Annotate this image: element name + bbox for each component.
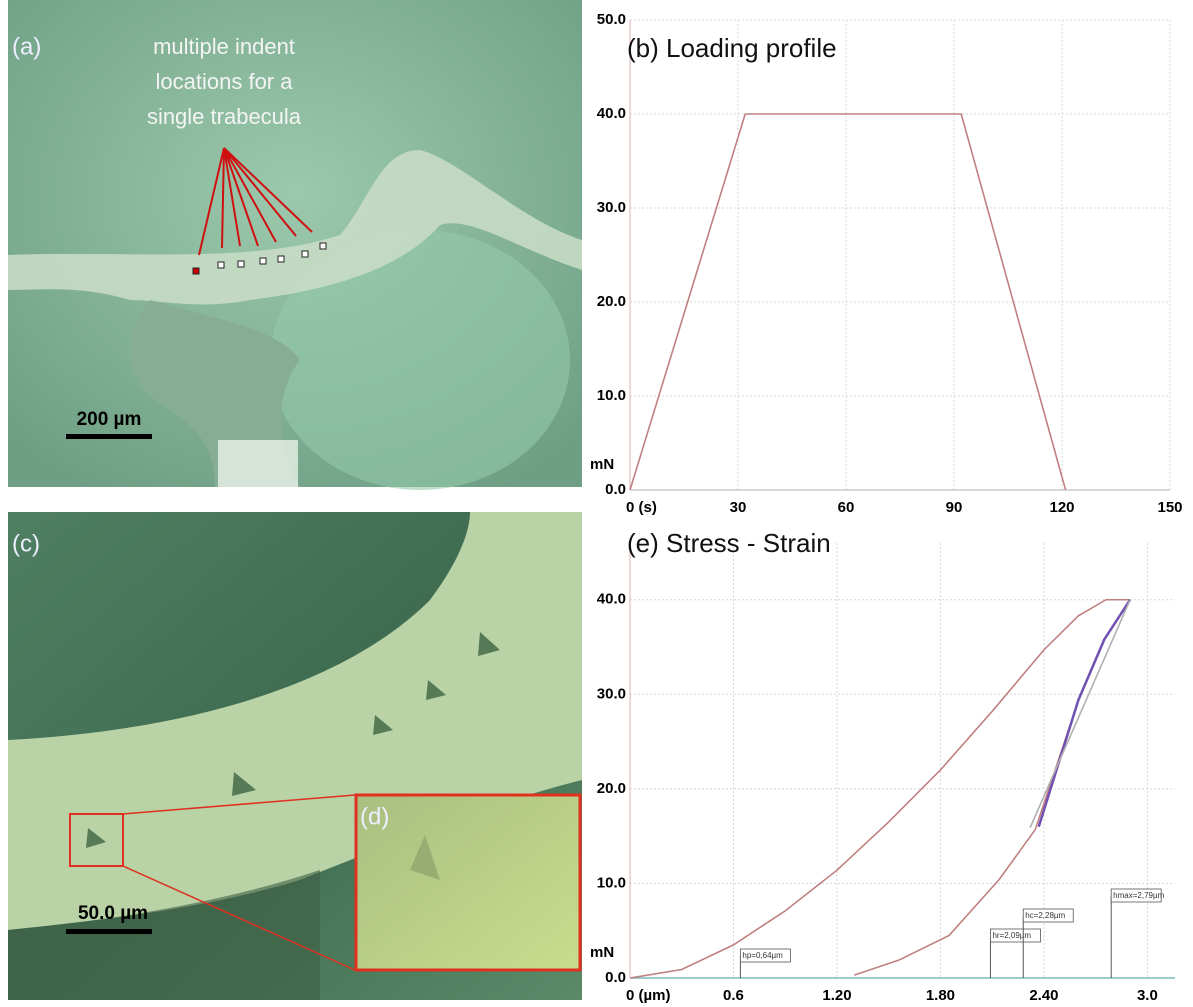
inset-d <box>354 793 582 972</box>
y-tick-label: 40.0 <box>597 105 626 122</box>
x-tick-label: 3.0 <box>1137 987 1158 1004</box>
marker-box <box>1022 908 1074 923</box>
y-tick-label: 10.0 <box>597 874 626 891</box>
y-tick-label: 0.0 <box>605 481 626 498</box>
micrograph-a: (a) multiple indent locations for a sing… <box>8 0 582 490</box>
y-tick-label: 20.0 <box>597 293 626 310</box>
y-tick-label: 40.0 <box>597 591 626 608</box>
y-tick-label: 30.0 <box>597 199 626 216</box>
marker-box <box>990 928 1041 943</box>
x-tick-label: 1.20 <box>822 987 851 1004</box>
marker-label: hr=2,09µm <box>992 931 1031 940</box>
marker-label: hp=0,64µm <box>742 951 783 960</box>
data-line <box>1037 599 1132 828</box>
scale-bar-label: 50.0 µm <box>78 903 148 924</box>
marker-label: hc=2,28µm <box>1025 911 1065 920</box>
data-line <box>853 599 1131 976</box>
panel-label: (c) <box>12 530 40 557</box>
data-line <box>629 113 1067 491</box>
x-tick-label: 150 <box>1157 499 1182 516</box>
y-tick-label: 0.0 <box>605 969 626 986</box>
x-tick-label: 60 <box>838 499 855 516</box>
arrows <box>198 147 313 256</box>
chart-title: (b) Loading profile <box>627 33 837 63</box>
x-tick-label: 120 <box>1049 499 1074 516</box>
chart-title: (e) Stress - Strain <box>627 528 831 558</box>
marker-box <box>1110 888 1162 903</box>
x-tick-label: 1.80 <box>926 987 955 1004</box>
annotation: locations for a <box>156 69 294 94</box>
x-tick-label: 0.6 <box>723 987 744 1004</box>
panel-label: (d) <box>360 803 389 830</box>
x-tick-label: 2.40 <box>1029 987 1058 1004</box>
indent-boxes <box>192 242 327 275</box>
x-tick-label: 0 (s) <box>626 499 657 516</box>
micrograph-c: (c) (d) 50.0 µm <box>8 512 582 1000</box>
marker-box <box>739 948 791 963</box>
annotation: multiple indent <box>153 34 295 59</box>
x-tick-label: 0 (µm) <box>626 987 670 1004</box>
y-tick-label: 20.0 <box>597 780 626 797</box>
scale-bar <box>66 929 152 934</box>
indents <box>86 632 500 848</box>
y-tick-label: 30.0 <box>597 685 626 702</box>
marker-label: hmax=2,79µm <box>1113 891 1164 900</box>
data-line <box>1029 599 1131 828</box>
y-tick-label: 50.0 <box>597 11 626 28</box>
annotation: single trabecula <box>147 104 302 129</box>
panel-label: (a) <box>12 33 41 60</box>
y-tick-label: 10.0 <box>597 387 626 404</box>
data-line <box>629 598 1131 979</box>
scale-bar-label: 200 µm <box>77 409 142 430</box>
x-tick-label: 90 <box>946 499 963 516</box>
x-tick-label: 30 <box>730 499 747 516</box>
y-axis-label: mN <box>590 456 614 473</box>
scale-bar <box>66 434 152 439</box>
y-axis-label: mN <box>590 944 614 961</box>
